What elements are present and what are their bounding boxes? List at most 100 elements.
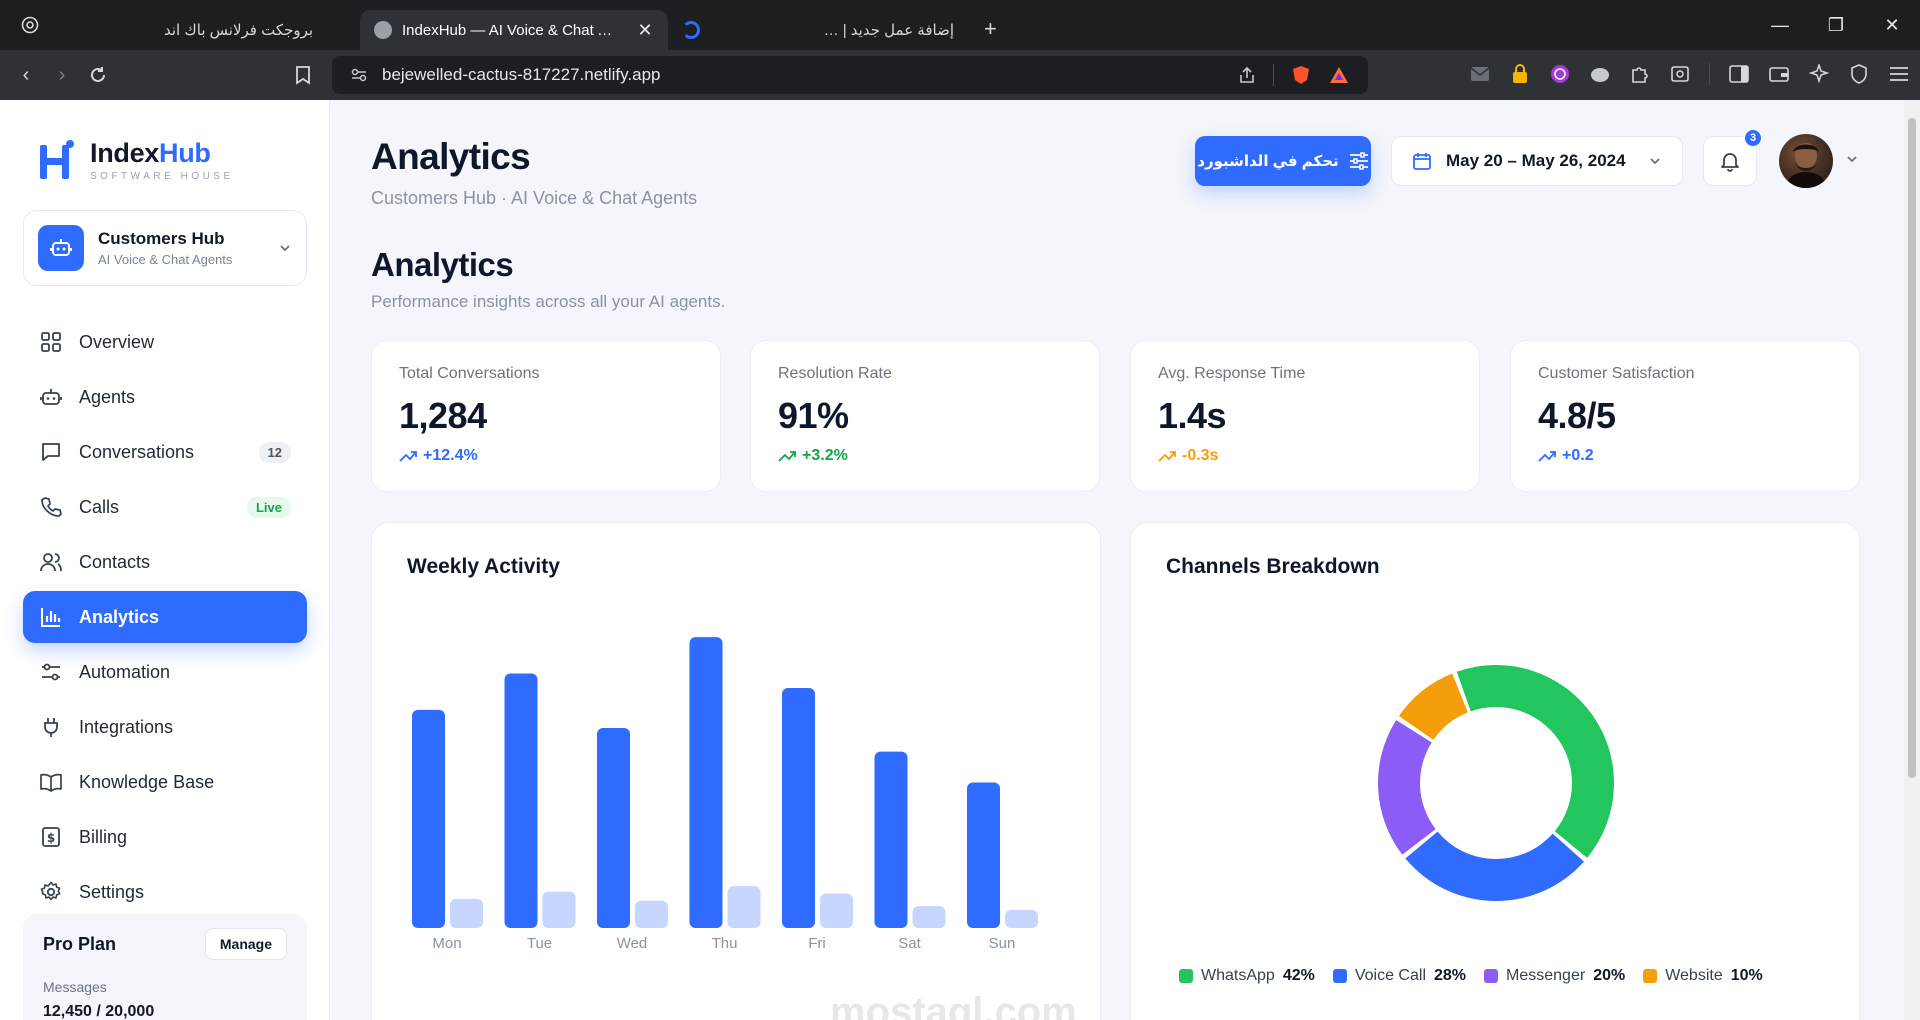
kpi-delta-value: +0.2 [1562, 447, 1594, 464]
extension-cloud-icon[interactable] [1589, 63, 1611, 85]
bar-mon-primary[interactable] [412, 709, 445, 928]
plan-card: Pro Plan Manage Messages 12,450 / 20,000 [23, 914, 307, 1020]
browser-toolbar: ‹ › bejewelled-cactus-817227.netlify.app [0, 50, 1920, 100]
leo-ai-icon[interactable] [1808, 63, 1830, 85]
site-settings-icon[interactable] [350, 66, 368, 84]
bar-thu-primary[interactable] [689, 637, 723, 928]
legend-label: Voice Call [1354, 967, 1426, 984]
legend-item-whatsapp[interactable]: WhatsApp 42% [1179, 967, 1315, 985]
kpi-card-avg-response-time: Avg. Response Time 1.4s -0.3s [1130, 340, 1480, 492]
bar-mon-secondary[interactable] [450, 898, 483, 928]
kpi-delta: +0.2 [1538, 447, 1832, 465]
sidebar-item-analytics[interactable]: Analytics [23, 591, 307, 643]
legend-swatch [1179, 969, 1193, 983]
bar-sat-primary[interactable] [874, 751, 908, 928]
lock-icon[interactable] [1509, 63, 1531, 85]
close-tab-icon[interactable]: ✕ [637, 19, 653, 40]
vpn-icon[interactable] [1549, 63, 1571, 85]
sidebar-item-contacts[interactable]: Contacts [23, 536, 307, 588]
kpi-label: Avg. Response Time [1158, 365, 1306, 382]
legend-percent: 20% [1593, 967, 1626, 984]
bar-sun-primary[interactable] [967, 782, 1000, 928]
mail-icon[interactable] [1469, 63, 1491, 85]
section-title: Analytics [371, 246, 514, 283]
scrollbar-thumb[interactable] [1908, 118, 1916, 778]
puzzle-icon[interactable] [1629, 63, 1651, 85]
users-icon [39, 550, 63, 574]
tab-indexhub[interactable]: IndexHub — AI Voice & Chat Agents ✕ [360, 10, 668, 50]
bar-wed-primary[interactable] [597, 728, 630, 928]
robot-icon [38, 225, 84, 271]
share-icon[interactable] [1237, 65, 1257, 85]
new-tab-icon[interactable]: + [984, 16, 997, 41]
tab-freelance-project[interactable]: بروجكت فرلانس باك اند [60, 10, 360, 50]
receipt-icon: $ [39, 825, 63, 849]
date-range-picker[interactable]: May 20 – May 26, 2024 [1391, 136, 1683, 186]
hamburger-menu-icon[interactable] [1888, 63, 1910, 85]
brave-rewards-icon[interactable] [1328, 64, 1350, 86]
close-window-icon[interactable]: ✕ [1884, 14, 1900, 35]
bar-tue-primary[interactable] [504, 673, 538, 928]
reload-icon[interactable] [80, 57, 116, 93]
slice-whatsapp[interactable] [1456, 665, 1614, 858]
plan-usage-value: 12,450 / 20,000 [43, 1003, 155, 1020]
sidebar-item-agents[interactable]: Agents [23, 371, 307, 423]
bar-sun-secondary[interactable] [1005, 909, 1038, 928]
back-icon[interactable]: ‹ [22, 63, 30, 86]
bar-thu-secondary[interactable] [727, 886, 761, 928]
legend-swatch [1332, 969, 1347, 983]
sidebar-item-calls[interactable]: Calls Live [23, 481, 307, 533]
kpi-label: Customer Satisfaction [1538, 365, 1695, 382]
brand-logo[interactable]: IndexHub SOFTWARE HOUSE [38, 138, 234, 182]
sidebar-toggle-icon[interactable] [1728, 63, 1750, 85]
browser-menu-icon[interactable] [0, 0, 60, 50]
vpn-shield-icon[interactable] [1848, 63, 1870, 85]
restore-icon[interactable]: ❐ [1827, 14, 1845, 35]
kpi-delta-value: +3.2% [802, 447, 848, 464]
legend-item-voice-call[interactable]: Voice Call 28% [1332, 967, 1467, 985]
bar-wed-secondary[interactable] [635, 900, 668, 928]
legend-label: WhatsApp [1201, 967, 1275, 984]
bar-fri-secondary[interactable] [820, 893, 853, 928]
avatar[interactable] [1779, 134, 1833, 188]
legend-swatch [1484, 969, 1499, 983]
workspace-switcher[interactable]: Customers Hub AI Voice & Chat Agents [23, 210, 307, 286]
sidebar-item-settings[interactable]: Settings [23, 866, 307, 918]
brave-shield-icon[interactable] [1290, 64, 1312, 86]
chevron-down-icon[interactable] [1845, 152, 1859, 166]
manage-plan-button[interactable]: Manage [204, 928, 287, 960]
sidebar-item-overview[interactable]: Overview [23, 316, 307, 368]
sidebar-item-knowledge-base[interactable]: Knowledge Base [23, 756, 307, 808]
page-scrollbar[interactable] [1904, 100, 1920, 1020]
sidebar-item-conversations[interactable]: Conversations 12 [23, 426, 307, 478]
dashboard-control-button[interactable]: تحكم في الداشبورد [1195, 136, 1371, 186]
slice-website[interactable] [1398, 673, 1468, 740]
bar-tue-secondary[interactable] [542, 891, 576, 928]
sidebar-item-integrations[interactable]: Integrations [23, 701, 307, 753]
legend-percent: 10% [1730, 967, 1763, 984]
plug-icon [39, 715, 63, 739]
bookmark-icon[interactable] [292, 64, 314, 86]
wallet-icon[interactable] [1768, 63, 1790, 85]
legend-item-messenger[interactable]: Messenger 20% [1484, 967, 1625, 985]
sliders-icon [39, 660, 63, 684]
legend-percent: 28% [1434, 967, 1467, 984]
search-tab-icon[interactable] [1669, 63, 1691, 85]
tab-add-work[interactable]: إضافة عمل جديد | نفذلي [668, 10, 968, 50]
slice-voice-call[interactable] [1405, 831, 1584, 901]
slice-messenger[interactable] [1378, 720, 1436, 855]
address-bar[interactable]: bejewelled-cactus-817227.netlify.app [332, 56, 1368, 94]
sidebar-item-label: Billing [79, 826, 128, 847]
sidebar-item-automation[interactable]: Automation [23, 646, 307, 698]
bar-sat-secondary[interactable] [912, 906, 946, 928]
bar-fri-primary[interactable] [782, 688, 815, 928]
nafethly-icon [682, 21, 700, 39]
filter-sliders-icon [1349, 152, 1368, 170]
kpi-delta-value: +12.4% [423, 447, 478, 464]
minimize-icon[interactable]: — [1771, 14, 1789, 35]
date-range-label: May 20 – May 26, 2024 [1446, 151, 1626, 170]
legend-item-website[interactable]: Website 10% [1643, 967, 1763, 985]
sidebar-item-billing[interactable]: $ Billing [23, 811, 307, 863]
browser-tab-bar: بروجكت فرلانس باك اند IndexHub — AI Voic… [0, 0, 1920, 50]
forward-icon[interactable]: › [58, 63, 66, 86]
